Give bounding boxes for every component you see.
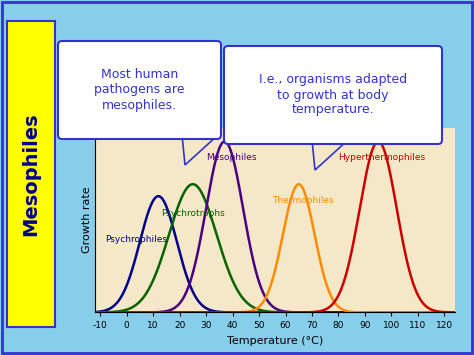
FancyBboxPatch shape	[58, 41, 221, 139]
X-axis label: Temperature (°C): Temperature (°C)	[227, 336, 323, 346]
Text: Hyperthermophiles: Hyperthermophiles	[338, 153, 426, 162]
Polygon shape	[182, 135, 218, 165]
FancyBboxPatch shape	[224, 46, 442, 144]
Text: Psychrotrophs: Psychrotrophs	[161, 209, 225, 218]
Text: Most human
pathogens are
mesophiles.: Most human pathogens are mesophiles.	[94, 69, 185, 111]
Polygon shape	[312, 140, 348, 170]
Text: Mesophiles: Mesophiles	[206, 153, 256, 162]
Text: I.e., organisms adapted
to growth at body
temperature.: I.e., organisms adapted to growth at bod…	[259, 73, 407, 116]
Text: Mesophiles: Mesophiles	[21, 112, 40, 236]
Y-axis label: Growth rate: Growth rate	[82, 187, 92, 253]
Text: Psychrophiles: Psychrophiles	[105, 235, 167, 244]
Text: Thermophiles: Thermophiles	[272, 196, 334, 205]
